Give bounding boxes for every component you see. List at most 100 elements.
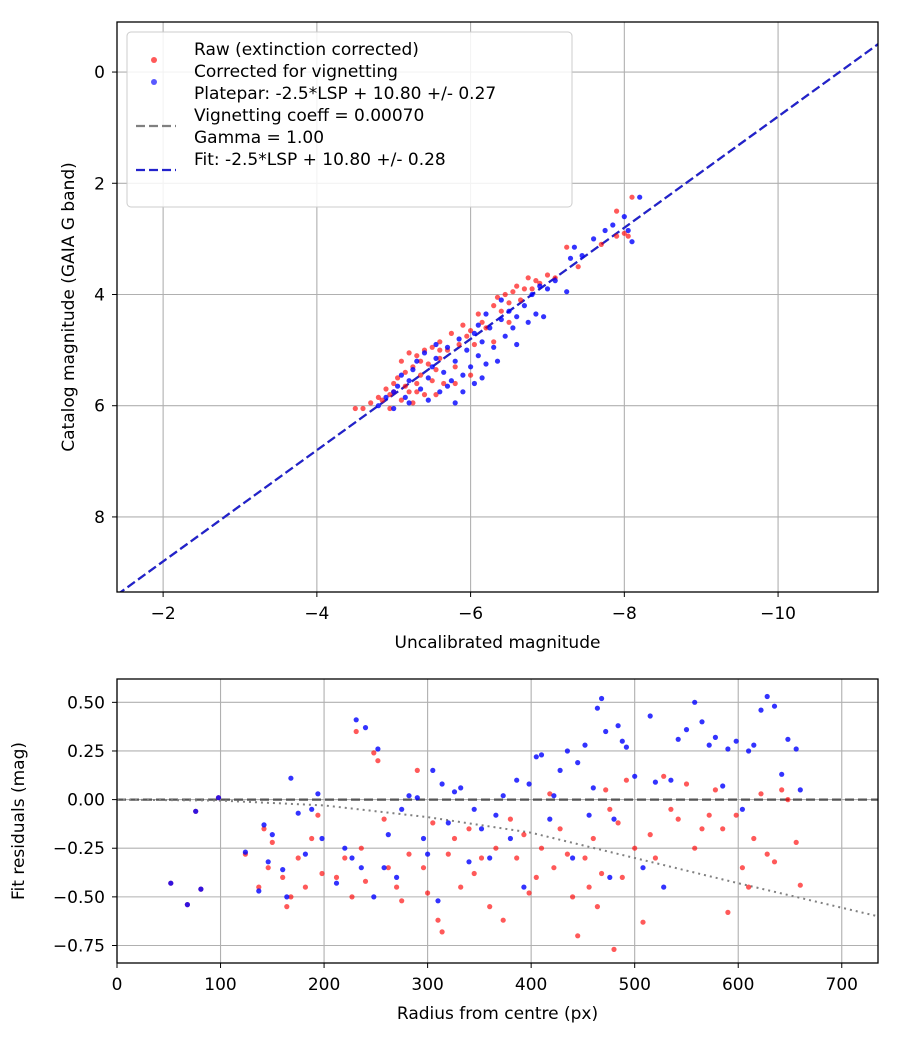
bottom-grid: [116, 679, 878, 963]
top-corrected-point: [552, 278, 558, 284]
bot-raw-point: [564, 851, 571, 857]
bot-raw-point: [764, 851, 770, 857]
bot-raw-point: [739, 865, 746, 871]
bot-raw-point: [466, 826, 472, 832]
top-corrected-point: [475, 353, 481, 359]
bot-corrected-point: [521, 884, 527, 890]
top-corrected-point: [567, 255, 574, 261]
top-corrected-point: [537, 283, 543, 289]
bot-raw-point: [256, 884, 262, 890]
bot-corrected-point: [632, 773, 638, 779]
top-corrected-point: [487, 325, 493, 331]
bot-corrected-point: [739, 806, 746, 812]
bot-raw-point: [615, 820, 621, 826]
bot-corrected-point: [256, 888, 262, 894]
bot-raw-point: [381, 816, 387, 822]
top-corrected-point: [514, 314, 520, 320]
bot-corrected-point: [733, 738, 739, 744]
bot-corrected-point: [640, 865, 646, 871]
bot-raw-point: [284, 904, 290, 910]
top-corrected-point: [448, 378, 454, 384]
top-raw-point: [621, 230, 627, 236]
top-raw-point: [379, 397, 385, 403]
top-raw-point: [360, 405, 366, 412]
top-corrected-point: [529, 291, 535, 298]
bot-raw-point: [779, 787, 785, 793]
top-y-tick-label: 8: [94, 508, 105, 528]
top-corrected-point: [468, 364, 474, 370]
top-corrected-point: [494, 358, 501, 364]
bot-corrected-point: [797, 787, 803, 793]
bot-raw-point: [712, 787, 719, 793]
top-raw-point: [387, 392, 393, 398]
top-corrected-point: [521, 303, 528, 309]
top-corrected-point: [533, 311, 539, 317]
bot-raw-point: [500, 917, 506, 923]
top-points: [352, 194, 643, 412]
top-raw-point: [433, 367, 439, 373]
bot-corrected-point: [445, 820, 451, 826]
bot-corrected-point: [557, 767, 563, 774]
top-y-tick-label: 0: [94, 63, 105, 83]
bot-corrected-point: [269, 832, 275, 838]
bot-corrected-point: [594, 705, 601, 711]
top-corrected-point: [391, 389, 397, 395]
top-raw-point: [368, 400, 374, 406]
bot-raw-point: [507, 816, 513, 822]
bot-corrected-point: [362, 725, 369, 731]
top-raw-point: [494, 294, 501, 300]
bot-corrected-point: [746, 748, 752, 754]
legend-label: Gamma = 1.00: [194, 128, 324, 148]
bot-corrected-point: [771, 703, 778, 709]
bot-raw-point: [493, 845, 499, 851]
bot-corrected-point: [692, 699, 698, 705]
top-raw-point: [452, 380, 458, 387]
top-raw-point: [437, 347, 443, 353]
bot-corrected-point: [547, 816, 553, 822]
bot-corrected-point: [394, 874, 400, 881]
bot-corrected-point: [302, 851, 308, 857]
bot-corrected-point: [590, 785, 596, 791]
bot-y-tick-label: 0.50: [67, 693, 105, 713]
bot-raw-point: [611, 946, 617, 953]
bot-corrected-point: [538, 752, 545, 758]
bot-raw-point: [309, 835, 315, 842]
top-fit-lines: [118, 43, 878, 592]
bot-corrected-point: [184, 902, 190, 908]
top-corrected-point: [483, 361, 489, 367]
bot-corrected-point: [309, 806, 315, 812]
top-corrected-point: [464, 347, 470, 353]
top-corrected-point: [460, 389, 466, 395]
bot-corrected-point: [420, 835, 427, 842]
bot-x-tick-label: 600: [722, 975, 754, 995]
top-corrected-point: [444, 383, 451, 389]
top-corrected-point: [541, 314, 547, 320]
top-corrected-point: [406, 400, 412, 406]
legend-label: Fit: -2.5*LSP + 10.80 +/- 0.28: [194, 150, 446, 170]
bot-corrected-point: [478, 826, 485, 832]
top-raw-point: [468, 372, 474, 378]
top-raw-point: [395, 375, 401, 381]
bot-corrected-point: [785, 736, 791, 742]
top-raw-point: [406, 389, 412, 395]
top-y-tick-label: 4: [94, 285, 105, 305]
bottom-points: [168, 693, 803, 953]
top-corrected-point: [475, 322, 481, 328]
bot-corrected-point: [725, 746, 731, 752]
bot-raw-point: [451, 835, 458, 842]
bot-raw-point: [269, 839, 275, 846]
bot-raw-point: [265, 865, 271, 871]
bot-raw-point: [425, 890, 431, 896]
top-raw-point: [506, 300, 512, 306]
bot-raw-point: [575, 933, 581, 939]
bot-raw-point: [797, 882, 803, 888]
top-raw-point: [414, 389, 420, 395]
bot-x-tick-label: 500: [618, 975, 650, 995]
top-y-tick-label: 2: [94, 174, 105, 194]
bot-corrected-point: [758, 707, 764, 713]
bot-corrected-point: [611, 816, 617, 822]
top-corrected-point: [510, 325, 516, 331]
bot-corrected-point: [514, 777, 520, 783]
bot-corrected-point: [385, 832, 391, 838]
top-raw-point: [614, 233, 620, 239]
